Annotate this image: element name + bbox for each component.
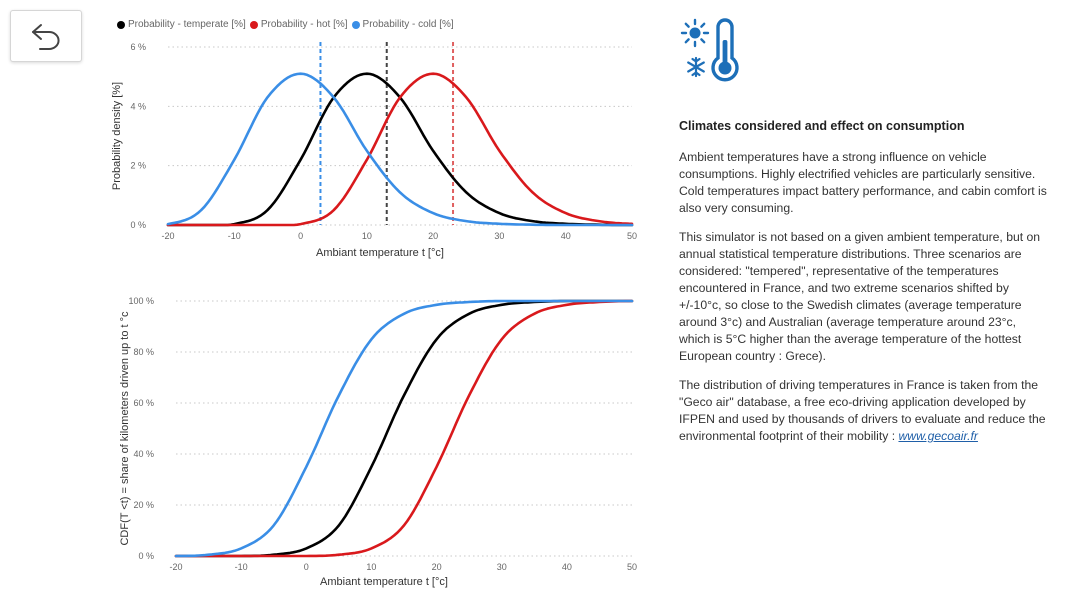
x-tick-label: 20	[428, 231, 438, 241]
climate-info-panel: Climates considered and effect on consum…	[679, 118, 1049, 457]
weather-thermometer-icon	[680, 18, 744, 84]
x-tick-label: -20	[161, 231, 174, 241]
info-paragraph-1: Ambient temperatures have a strong influ…	[679, 150, 1047, 215]
info-heading: Climates considered and effect on consum…	[679, 119, 965, 133]
x-axis-title: Ambiant temperature t [°c]	[320, 576, 448, 588]
x-tick-label: 30	[497, 562, 507, 572]
x-tick-label: 40	[562, 562, 572, 572]
series-line-probability	[166, 72, 634, 227]
y-axis-title: Probability density [%]	[111, 82, 123, 190]
undo-arrow-icon	[32, 24, 60, 50]
y-tick-label: 100 %	[128, 296, 154, 306]
x-tick-label: 0	[304, 562, 309, 572]
y-tick-label: 0 %	[130, 220, 146, 230]
legend-item-temperate[interactable]: Probability - temperate [%]	[117, 19, 246, 30]
legend-item-cold[interactable]: Probability - cold [%]	[351, 19, 454, 30]
y-tick-label: 80 %	[133, 347, 154, 357]
x-axis-title: Ambiant temperature t [°c]	[316, 247, 444, 259]
legend-label: Probability - hot [%]	[260, 19, 348, 30]
y-tick-label: 40 %	[133, 449, 154, 459]
series-line-probability	[166, 72, 634, 227]
y-tick-label: 0 %	[138, 551, 154, 561]
y-axis-title: CDF(T <t) = share of kilometers driven u…	[119, 311, 131, 546]
legend-marker	[249, 20, 258, 29]
x-tick-label: -20	[169, 562, 182, 572]
y-tick-label: 20 %	[133, 500, 154, 510]
legend-marker	[351, 20, 360, 29]
y-tick-label: 6 %	[130, 42, 146, 52]
info-paragraph-2: This simulator is not based on a given a…	[679, 230, 1041, 363]
x-tick-label: 40	[561, 231, 571, 241]
x-tick-label: 50	[627, 231, 637, 241]
x-tick-label: 10	[366, 562, 376, 572]
x-tick-label: 0	[298, 231, 303, 241]
y-tick-label: 2 %	[130, 161, 146, 171]
info-paragraph-3: The distribution of driving temperatures…	[679, 377, 1049, 445]
series-line-cold	[174, 299, 634, 558]
x-tick-label: 10	[362, 231, 372, 241]
series-line-hot	[174, 299, 634, 558]
gecoair-link[interactable]: www.gecoair.fr	[898, 429, 978, 443]
legend-marker	[117, 20, 125, 29]
x-tick-label: 30	[494, 231, 504, 241]
chart-legend: Probability - temperate [%] Probability …	[117, 19, 454, 30]
x-tick-label: 20	[432, 562, 442, 572]
info-paragraph-3-text: The distribution of driving temperatures…	[679, 378, 1046, 443]
x-tick-label: -10	[228, 231, 241, 241]
x-tick-label: -10	[235, 562, 248, 572]
back-button[interactable]	[10, 10, 82, 62]
series-line-temperate	[174, 299, 634, 558]
legend-label: Probability - cold [%]	[362, 19, 454, 30]
y-tick-label: 4 %	[130, 101, 146, 111]
legend-label: Probability - temperate [%]	[128, 19, 246, 30]
x-tick-label: 50	[627, 562, 637, 572]
legend-item-hot[interactable]: Probability - hot [%]	[249, 19, 348, 30]
y-tick-label: 60 %	[133, 398, 154, 408]
